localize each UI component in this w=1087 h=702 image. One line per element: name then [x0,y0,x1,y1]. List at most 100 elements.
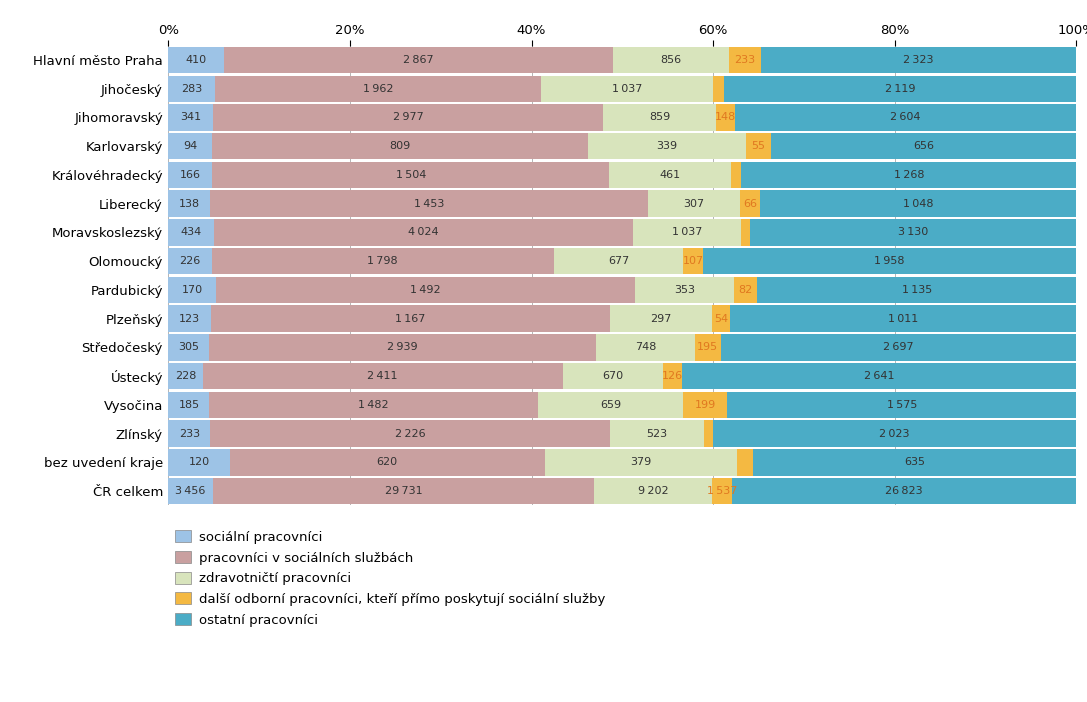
Bar [758,277,1076,303]
Text: 55: 55 [751,141,765,151]
Text: 170: 170 [182,285,203,295]
Bar [633,219,741,246]
Text: 1 537: 1 537 [707,486,737,496]
Bar [741,161,1076,188]
Bar [168,190,210,217]
Bar [715,105,735,131]
Text: 523: 523 [647,429,667,439]
Bar [703,248,1076,274]
Bar [168,449,229,475]
Text: 2 411: 2 411 [367,371,398,381]
Bar [210,392,537,418]
Bar [168,248,212,274]
Bar [210,190,648,217]
Bar [682,363,1076,390]
Text: 297: 297 [650,314,672,324]
Text: 54: 54 [714,314,728,324]
Bar [168,219,214,246]
Text: 2 023: 2 023 [879,429,910,439]
Text: 2 697: 2 697 [883,343,914,352]
Bar [214,219,633,246]
Legend: sociální pracovníci, pracovníci v sociálních službách, zdravotničtí pracovníci, : sociální pracovníci, pracovníci v sociál… [175,531,605,627]
Bar [721,334,1076,361]
Bar [202,363,563,390]
Bar [724,76,1076,102]
Text: 341: 341 [180,112,201,122]
Bar [215,76,541,102]
Text: 1 482: 1 482 [359,400,389,410]
Bar [735,105,1076,131]
Bar [663,363,682,390]
Bar [229,449,545,475]
Text: 228: 228 [175,371,196,381]
Text: 9 202: 9 202 [638,486,669,496]
Text: 1 268: 1 268 [894,170,924,180]
Bar [168,420,210,446]
Bar [209,334,596,361]
Bar [537,392,684,418]
Text: 4 024: 4 024 [408,227,439,237]
Bar [541,76,713,102]
Text: 856: 856 [661,55,682,65]
Text: 1 167: 1 167 [395,314,425,324]
Bar [760,190,1076,217]
Bar [168,334,209,361]
Text: 670: 670 [602,371,623,381]
Text: 138: 138 [178,199,200,208]
Bar [595,478,712,504]
Bar [603,105,715,131]
Bar [168,161,212,188]
Text: 3 130: 3 130 [898,227,928,237]
Text: 1 958: 1 958 [874,256,905,266]
Text: 2 977: 2 977 [392,112,424,122]
Text: 195: 195 [697,343,719,352]
Text: 635: 635 [904,457,925,468]
Bar [212,133,588,159]
Text: 1 492: 1 492 [411,285,441,295]
Bar [772,133,1076,159]
Text: 2 226: 2 226 [395,429,425,439]
Text: 120: 120 [188,457,210,468]
Text: 233: 233 [179,429,200,439]
Bar [730,305,1076,332]
Bar [741,219,750,246]
Text: 2 604: 2 604 [890,112,921,122]
Bar [168,133,212,159]
Text: 1 037: 1 037 [612,84,642,94]
Text: 148: 148 [715,112,736,122]
Bar [168,277,216,303]
Bar [563,363,663,390]
Bar [684,392,727,418]
Text: 66: 66 [744,199,758,208]
Bar [648,190,740,217]
Text: 1 135: 1 135 [901,285,932,295]
Text: 2 323: 2 323 [903,55,934,65]
Bar [727,392,1076,418]
Text: 656: 656 [913,141,934,151]
Bar [729,47,761,73]
Bar [740,190,760,217]
Bar [713,420,1076,446]
Text: 2 939: 2 939 [387,343,417,352]
Bar [635,277,735,303]
Text: 1 011: 1 011 [888,314,919,324]
Bar [224,47,613,73]
Text: 353: 353 [674,285,696,295]
Text: 434: 434 [180,227,202,237]
Bar [732,478,1076,504]
Bar [212,161,610,188]
Bar [210,420,610,446]
Bar [212,248,554,274]
Bar [588,133,746,159]
Bar [168,76,215,102]
Text: 809: 809 [389,141,411,151]
Text: 1 453: 1 453 [414,199,445,208]
Text: 461: 461 [660,170,680,180]
Text: 339: 339 [657,141,677,151]
Bar [703,420,713,446]
Text: 410: 410 [186,55,207,65]
Text: 283: 283 [182,84,202,94]
Text: 1 962: 1 962 [363,84,393,94]
Bar [732,161,741,188]
Text: 305: 305 [178,343,199,352]
